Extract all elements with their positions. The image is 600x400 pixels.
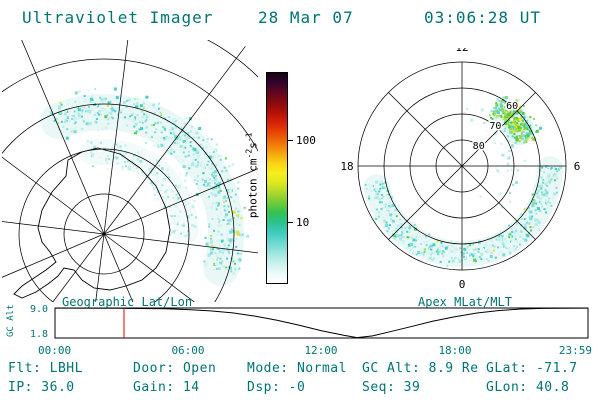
mlt-label-0: 0 [459,278,466,291]
colorbar [266,72,288,284]
strip-x-tick-1200: 12:00 [304,344,338,357]
mlt-label-18: 18 [340,160,353,173]
colorbar-label-exponent: -2 [244,148,254,159]
caption-apex: Apex MLat/MLT [418,295,512,309]
mlt-label-12: 12 [455,48,468,54]
strip-y-tick-bottom: 1.8 [30,329,49,340]
status-dsp: Dsp: -0 [247,380,306,395]
gc-alt-strip-chart [54,307,589,339]
status-seq: Seq: 39 [362,380,421,395]
colorbar-tick-mark-10 [288,222,293,223]
strip-x-tick-0600: 06:00 [171,344,205,357]
geographic-map-panel [2,40,258,302]
colorbar-unit-label: photon cm-2s-1 [245,100,260,250]
status-glat: GLat: -71.7 [486,361,578,376]
colorbar-label-exponent: -1 [244,132,254,143]
status-gain: Gain: 14 [133,380,200,395]
ring-label-60: 60 [506,101,518,112]
caption-geographic: Geographic Lat/Lon [62,295,193,309]
apex-dial-panel: 807060126018 [340,48,581,291]
strip-x-tick-1800: 18:00 [438,344,472,357]
status-mode: Mode: Normal [247,361,347,376]
header-time: 03:06:28 UT [424,8,541,27]
status-flt: Flt: LBHL [8,361,83,376]
colorbar-tick-label-10: 10 [296,216,310,229]
status-gc-alt: GC Alt: 8.9 Re [362,361,479,376]
status-glon: GLon: 40.8 [486,380,570,395]
colorbar-label-part: s [246,142,260,149]
colorbar-tick-label-100: 100 [296,134,316,147]
strip-y-tick-top: 9.0 [30,304,49,315]
app-title: Ultraviolet Imager [22,8,214,27]
status-ip: IP: 36.0 [8,380,75,395]
strip-x-tick-2359: 23:59 [558,344,592,357]
strip-y-axis-label: GC Alt [6,304,16,337]
ring-label-70: 70 [489,121,501,132]
colorbar-label-part: photon cm [246,158,260,219]
strip-x-tick-0000: 00:00 [38,344,72,357]
status-door: Door: Open [133,361,217,376]
header-date: 28 Mar 07 [258,8,354,27]
ring-label-80: 80 [473,141,485,152]
colorbar-tick-mark-100 [288,140,293,141]
mlt-label-6: 6 [574,160,581,173]
